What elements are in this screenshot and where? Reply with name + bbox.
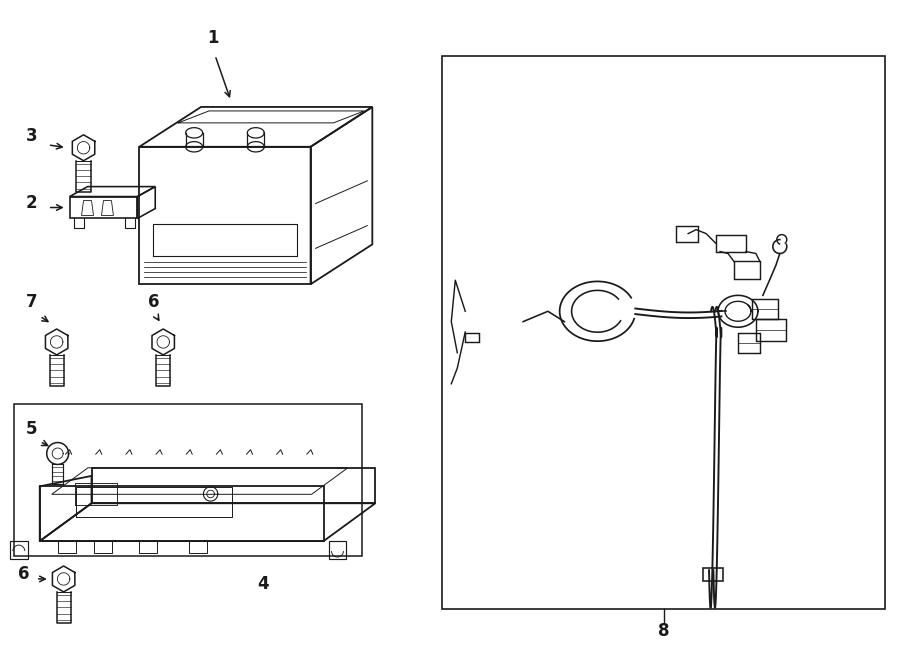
- Text: 7: 7: [26, 293, 38, 311]
- Text: 3: 3: [26, 127, 38, 145]
- Bar: [14, 404, 363, 556]
- Bar: [716, 234, 746, 252]
- Bar: [738, 333, 760, 353]
- Text: 5: 5: [26, 420, 38, 438]
- Bar: [756, 319, 786, 341]
- Text: 4: 4: [257, 575, 268, 593]
- Bar: [465, 334, 479, 342]
- Bar: [752, 299, 778, 319]
- Bar: [676, 226, 698, 242]
- Bar: [442, 56, 886, 609]
- Text: 6: 6: [18, 565, 30, 583]
- Text: 8: 8: [658, 622, 670, 639]
- Text: 6: 6: [148, 293, 159, 311]
- Bar: [734, 261, 760, 279]
- Text: 1: 1: [207, 29, 219, 47]
- Bar: [703, 567, 723, 581]
- Text: 2: 2: [26, 193, 38, 212]
